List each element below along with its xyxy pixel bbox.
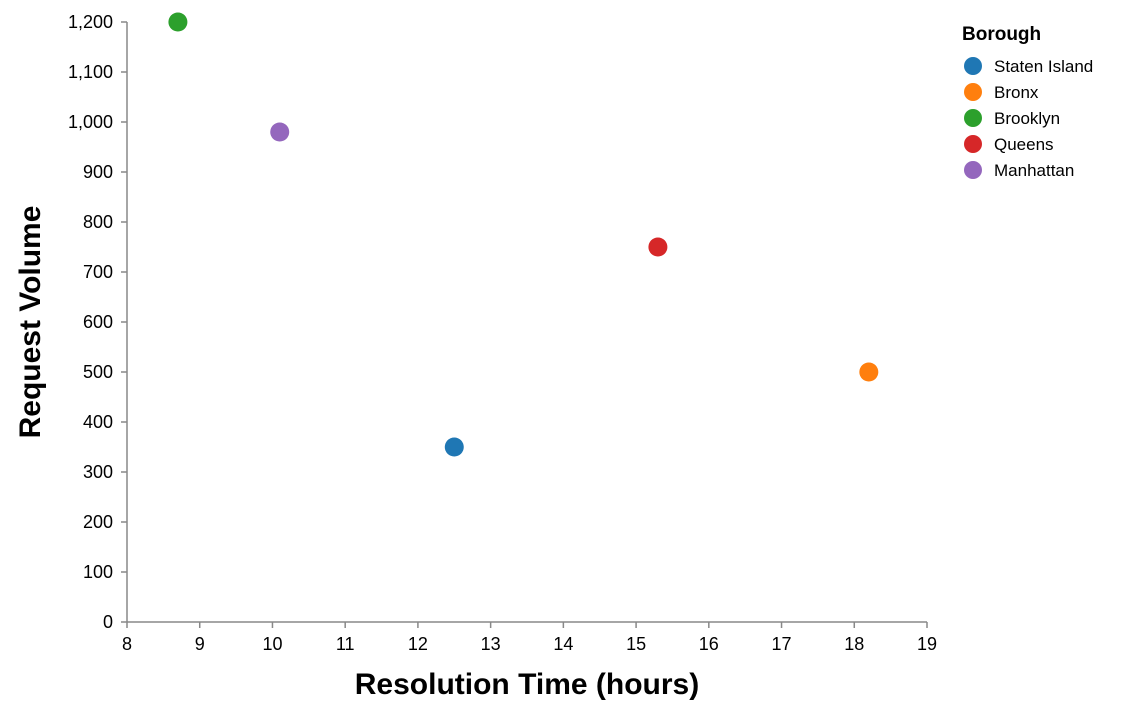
y-axis: 0 100 200 300 400 500 600 700 800 900 1,000 1,100 1,… [68, 12, 128, 632]
y-tick-label: 1,200 [68, 12, 113, 32]
y-tick-label: 600 [83, 312, 113, 332]
x-tick-label: 9 [195, 634, 205, 654]
data-point-manhattan [270, 122, 290, 142]
y-axis-title: Request Volume [14, 206, 47, 439]
y-tick-label: 800 [83, 212, 113, 232]
legend-swatch [964, 135, 982, 153]
y-tick-label: 200 [83, 512, 113, 532]
x-axis: 8 9 10 11 12 13 14 15 16 17 18 19 [122, 621, 937, 654]
x-axis-title: Resolution Time (hours) [355, 668, 699, 701]
x-tick-label: 13 [481, 634, 501, 654]
legend-swatch [964, 109, 982, 127]
x-tick-label: 8 [122, 634, 132, 654]
y-tick-label: 500 [83, 362, 113, 382]
data-point-staten-island [444, 437, 464, 457]
legend-label: Staten Island [994, 57, 1093, 76]
data-point-bronx [859, 362, 879, 382]
x-tick-label: 12 [408, 634, 428, 654]
x-tick-label: 10 [262, 634, 282, 654]
x-tick-label: 11 [336, 634, 355, 654]
legend-label: Bronx [994, 83, 1039, 102]
x-tick-label: 19 [917, 634, 937, 654]
legend-label: Brooklyn [994, 109, 1060, 128]
y-tick-label: 400 [83, 412, 113, 432]
y-tick-label: 100 [83, 562, 113, 582]
legend-label: Manhattan [994, 161, 1074, 180]
y-tick-label: 1,100 [68, 62, 113, 82]
legend-swatch [964, 83, 982, 101]
y-tick-label: 900 [83, 162, 113, 182]
legend-swatch [964, 161, 982, 179]
data-point-brooklyn [168, 12, 188, 32]
y-tick-label: 300 [83, 462, 113, 482]
x-tick-label: 18 [844, 634, 864, 654]
legend-label: Queens [994, 135, 1054, 154]
data-points [168, 12, 879, 457]
x-tick-label: 15 [626, 634, 646, 654]
x-tick-label: 14 [553, 634, 573, 654]
y-tick-label: 1,000 [68, 112, 113, 132]
y-tick-label: 0 [103, 612, 113, 632]
legend-title: Borough [962, 24, 1041, 45]
data-point-queens [648, 237, 668, 257]
x-tick-label: 16 [699, 634, 719, 654]
y-tick-label: 700 [83, 262, 113, 282]
x-tick-label: 17 [772, 634, 792, 654]
legend-swatch [964, 57, 982, 75]
legend: Borough Staten Island Bronx Brooklyn Queens… [962, 24, 1093, 180]
